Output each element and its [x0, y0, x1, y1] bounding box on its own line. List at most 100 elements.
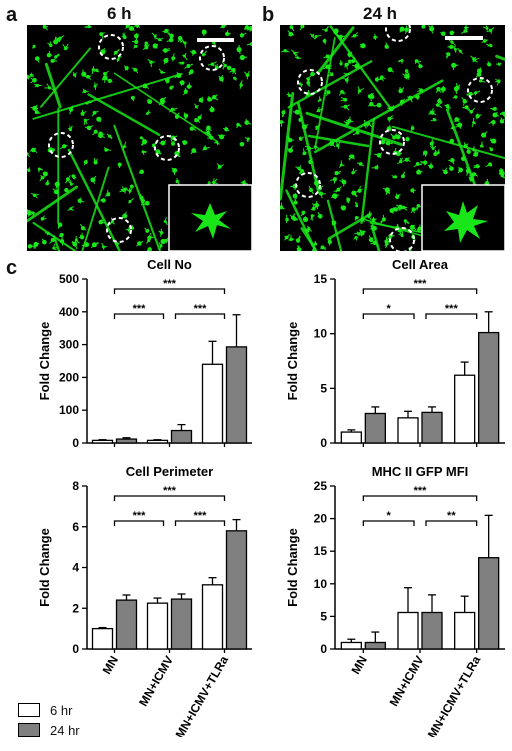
chart-cell-perimeter: Cell Perimeter Fold Change 0 2 4 6 8 MN MN+ICMVM… [37, 464, 252, 737]
cell [80, 109, 87, 117]
cell [316, 106, 324, 113]
cell [182, 88, 188, 96]
cell [74, 235, 80, 244]
cell [404, 68, 410, 76]
cell [298, 168, 307, 175]
cell [322, 25, 329, 32]
cell [158, 242, 163, 251]
chart-title: Cell No [147, 257, 192, 272]
cell [391, 207, 401, 212]
cell [233, 76, 237, 81]
significance-label: *** [194, 510, 208, 522]
cell [39, 174, 45, 182]
cell [465, 166, 471, 176]
cell [499, 117, 505, 124]
cell [239, 80, 243, 90]
cell [109, 217, 115, 226]
cell [81, 242, 90, 248]
cell [67, 205, 74, 212]
cell [461, 97, 468, 106]
y-tick-label: 20 [314, 512, 328, 526]
significance-label: *** [414, 485, 428, 497]
inset-cell [168, 184, 252, 251]
cell [368, 101, 376, 107]
cell [347, 49, 353, 58]
cell [324, 89, 331, 97]
significance-bracket [174, 313, 226, 319]
cell [236, 44, 242, 55]
y-tick-label: 0 [320, 642, 327, 656]
cell [430, 117, 437, 122]
y-axis-label: Fold Change [37, 528, 52, 607]
micrograph-6h [27, 25, 252, 251]
cell [57, 222, 63, 229]
bar-6hr [146, 439, 169, 444]
legend-swatch-6hr [18, 703, 40, 717]
bar-24hr [225, 346, 248, 444]
cell [65, 174, 71, 184]
dendrite-fiber [52, 235, 61, 251]
cell [370, 93, 375, 100]
cell [296, 245, 302, 251]
cell [91, 110, 99, 117]
cell [308, 157, 314, 165]
cell [391, 175, 398, 179]
cell [81, 69, 87, 77]
bar-6hr [454, 611, 476, 650]
cell [146, 98, 153, 105]
cell [298, 136, 305, 141]
cell [142, 200, 150, 206]
cell [417, 87, 424, 93]
cell [284, 233, 290, 241]
cell [353, 236, 359, 241]
cell [478, 77, 485, 83]
cell [163, 57, 169, 65]
cell [45, 179, 50, 186]
cell [351, 168, 357, 175]
significance-label: *** [414, 278, 428, 290]
dendrite-fiber [81, 166, 110, 251]
cell [138, 169, 145, 175]
cell [132, 37, 139, 45]
cell [79, 232, 85, 240]
cell [339, 178, 347, 187]
cell [85, 100, 92, 105]
cell [329, 139, 336, 148]
cell [54, 181, 60, 189]
cell [122, 141, 127, 150]
cell [399, 26, 405, 33]
cell [117, 162, 122, 168]
cell [142, 83, 150, 90]
dendrite-fiber [314, 37, 336, 146]
cell [92, 129, 98, 136]
cell [123, 65, 129, 71]
legend-item-24hr: 24 hr [18, 720, 80, 740]
x-tick-label: MN+ICMV [387, 654, 427, 709]
cell [93, 157, 98, 165]
significance-bracket [362, 520, 415, 526]
cell [162, 28, 170, 34]
cell [449, 30, 455, 36]
cell [82, 88, 89, 94]
cell [471, 117, 477, 128]
cell [450, 126, 455, 131]
cell [414, 204, 422, 211]
cell [481, 131, 488, 138]
cell [183, 112, 189, 121]
cell [285, 214, 289, 224]
cell [218, 75, 224, 83]
bar-24hr [364, 641, 386, 650]
cell [440, 31, 446, 36]
cell [486, 43, 493, 48]
significance-bracket [425, 313, 478, 319]
cell [27, 167, 31, 172]
cell [398, 86, 405, 94]
dendrite-fiber [326, 199, 343, 251]
cell [482, 25, 489, 31]
cell [166, 37, 174, 43]
cell [41, 238, 47, 245]
cell [120, 211, 128, 219]
cell [311, 200, 320, 210]
cell [410, 207, 417, 214]
cell [201, 50, 207, 57]
